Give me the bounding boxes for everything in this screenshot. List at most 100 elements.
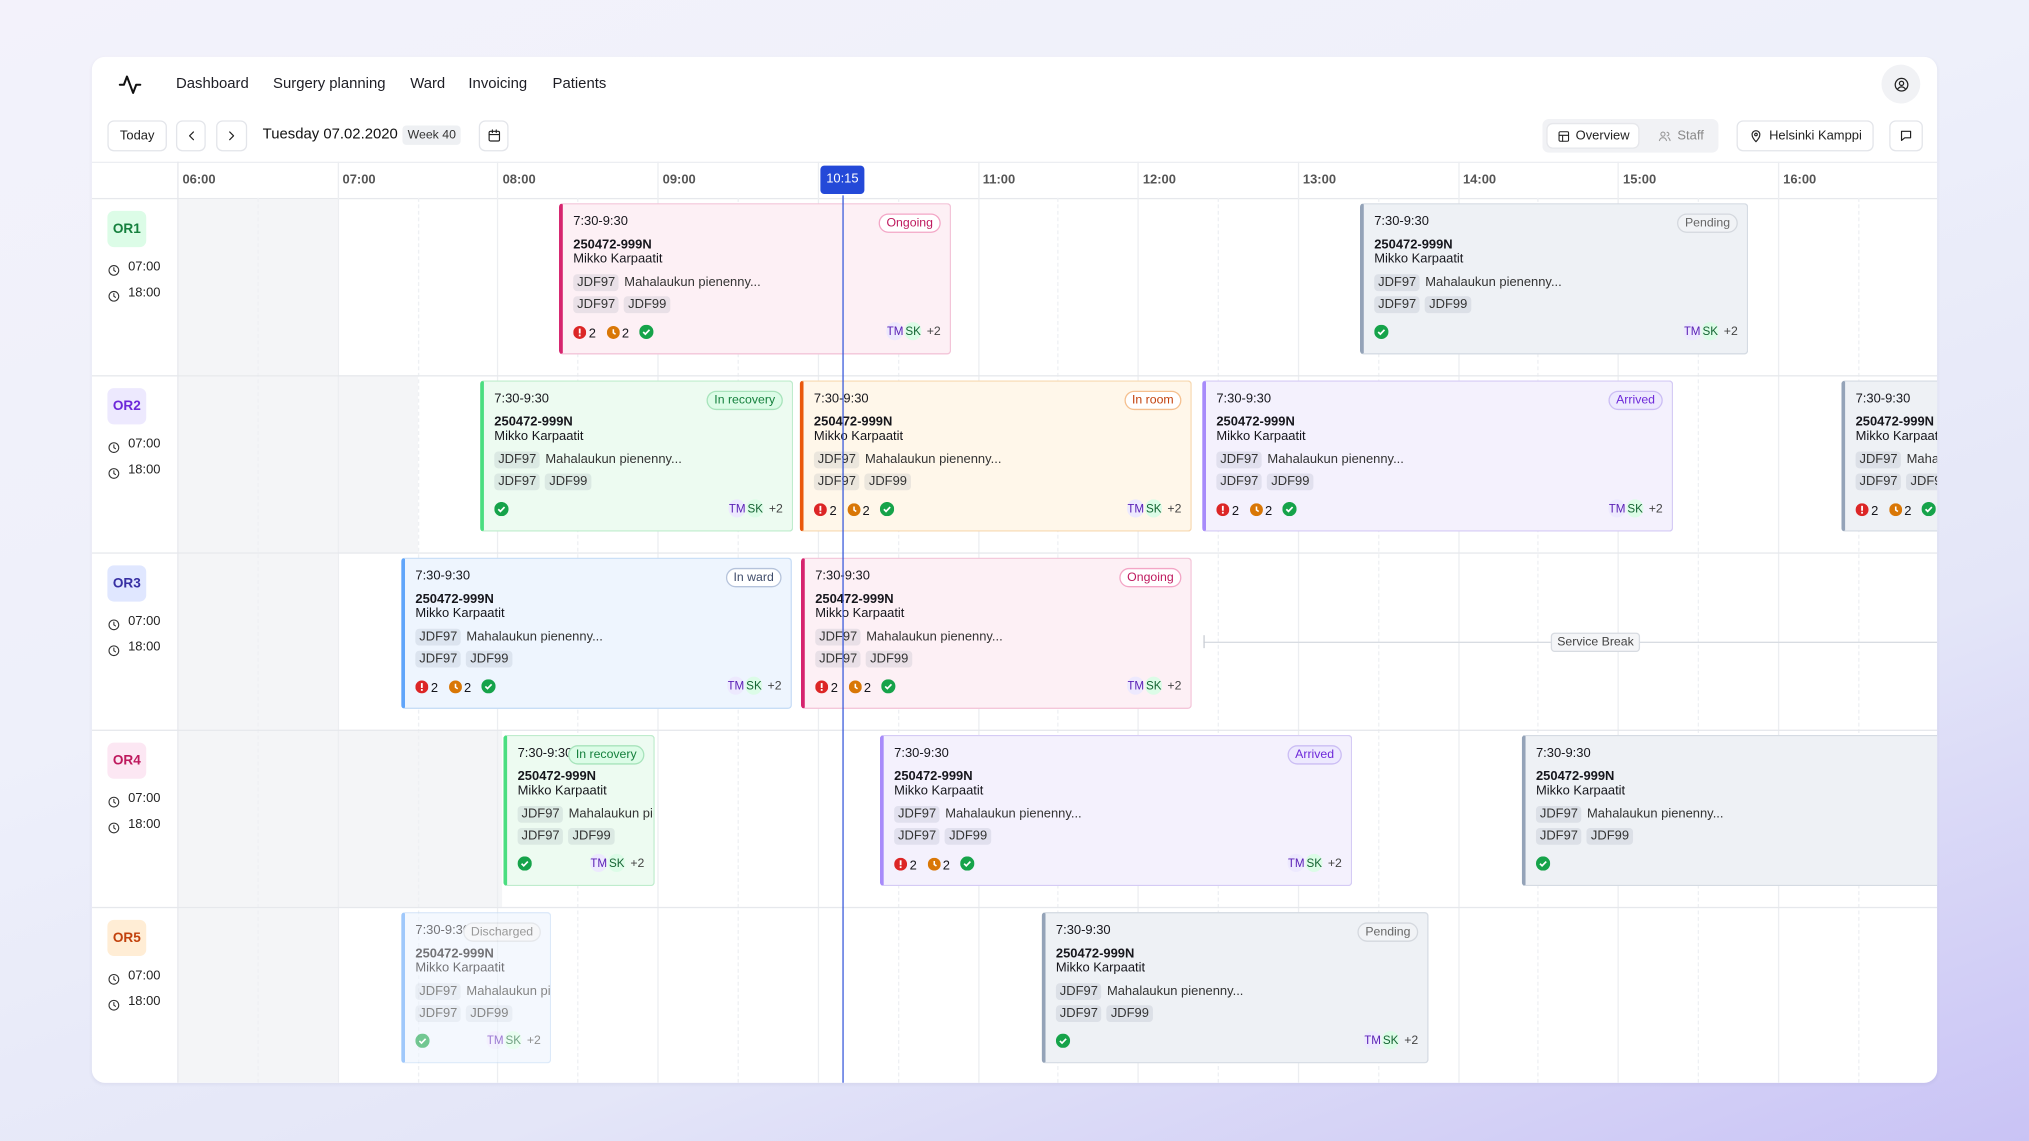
icon-part bbox=[1221, 505, 1224, 511]
break-tick bbox=[1203, 635, 1205, 649]
icon-part bbox=[494, 501, 509, 517]
icon-part bbox=[1249, 502, 1263, 516]
nav-item[interactable]: Ward bbox=[410, 76, 446, 92]
status-pill: Arrived bbox=[1287, 745, 1342, 765]
staff-more: +2 bbox=[1723, 324, 1738, 339]
surgery-card[interactable]: 7:30-9:30 In ward 250472-999N Mikko Karpaat… bbox=[401, 557, 792, 709]
nav-item[interactable]: Dashboard bbox=[175, 76, 249, 92]
patient-name: Mikko Karpaatit bbox=[494, 429, 584, 444]
alert-icon bbox=[813, 502, 827, 520]
code-tag: JDF97 bbox=[1535, 827, 1582, 845]
status-pill: Pending bbox=[1677, 213, 1738, 233]
surgery-card[interactable]: 7:30-9:30 Discharged 250472-999N Mikko Karp… bbox=[401, 912, 552, 1064]
hour-line bbox=[337, 161, 339, 1083]
closed-hours bbox=[178, 730, 503, 907]
icon-part bbox=[108, 796, 120, 808]
nav-item[interactable]: Patients bbox=[552, 76, 607, 92]
nav-item[interactable]: Invoicing bbox=[468, 76, 528, 92]
code-tag: JDF99 bbox=[624, 296, 671, 314]
icon-part bbox=[517, 856, 532, 871]
surgery-card[interactable]: 7:30-9:30 Arrived 250472-999N Mikko Karpaat… bbox=[1202, 380, 1674, 532]
hour-label: 07:00 bbox=[342, 173, 376, 188]
procedure: JDF97 Mahalaukun pienenny... bbox=[415, 628, 603, 646]
patient-id: 250472-999N bbox=[1535, 769, 1615, 784]
now-label: 10:15 bbox=[820, 165, 865, 195]
hour-line bbox=[1777, 161, 1780, 1083]
room-badge: OR2 bbox=[107, 388, 147, 425]
date-label: Tuesday 07.02.2020 bbox=[262, 126, 398, 143]
icon-part bbox=[1855, 502, 1869, 516]
view-option[interactable]: Staff bbox=[1646, 123, 1716, 149]
account-button[interactable] bbox=[1881, 64, 1921, 104]
patient-id: 250472-999N bbox=[573, 238, 652, 253]
chat-button[interactable] bbox=[1889, 120, 1923, 152]
procedure-code: JDF97 bbox=[573, 274, 620, 292]
clock-icon bbox=[107, 437, 120, 460]
procedure-code: JDF97 bbox=[494, 451, 541, 469]
hour-label: 13:00 bbox=[1302, 173, 1337, 188]
nav-item[interactable]: Surgery planning bbox=[273, 76, 386, 92]
code-tag: JDF99 bbox=[864, 473, 911, 491]
patient-name: Mikko Karpaatit bbox=[415, 961, 505, 976]
delay-icon bbox=[847, 502, 860, 520]
code-tag: JDF97 bbox=[1855, 473, 1902, 491]
staff-avatar: SK bbox=[746, 499, 764, 518]
patient-name: Mikko Karpaatit bbox=[894, 783, 984, 799]
clock-icon bbox=[107, 260, 120, 283]
icon-part bbox=[113, 798, 117, 804]
next-button[interactable] bbox=[216, 120, 248, 152]
surgery-card[interactable]: 7:30-9:30 Ongoing 250472-999N Mikko Karpaat… bbox=[559, 203, 952, 355]
code-tag: JDF97 bbox=[815, 650, 862, 668]
icon-part bbox=[819, 505, 822, 511]
surgery-card[interactable]: 7:30-9:30 250472-999N Mikko Karpaatit JDF97… bbox=[1521, 734, 1938, 887]
view-option[interactable]: Overview bbox=[1546, 122, 1640, 149]
surgery-card[interactable]: 7:30-9:30 Pending 250472-999N Mikko Karpaat… bbox=[1359, 203, 1749, 355]
surgery-card[interactable]: 7:30-9:30 250472-999N Mikko Karpaatit JDF97… bbox=[1841, 380, 1938, 532]
icon-part bbox=[481, 679, 496, 694]
icon-part bbox=[229, 131, 235, 141]
staff-avatar: TM bbox=[1127, 499, 1145, 518]
patient-id: 250472-999N bbox=[1055, 946, 1135, 962]
surgery-card[interactable]: 7:30-9:30 In recovery 250472-999N Mikko Kar… bbox=[503, 734, 655, 887]
card-status-icons bbox=[1535, 856, 1551, 874]
procedure-text: Mahalaukun pienenny... bbox=[1906, 452, 1937, 468]
icon-part bbox=[108, 468, 120, 479]
patient-id: 250472-999N bbox=[813, 415, 893, 430]
staff-avatar: SK bbox=[1701, 322, 1719, 341]
surgery-card[interactable]: 7:30-9:30 In recovery 250472-999N Mikko Kar… bbox=[480, 380, 794, 532]
status-pill: Ongoing bbox=[878, 213, 941, 233]
icon-part bbox=[573, 325, 587, 339]
icon-part bbox=[108, 796, 120, 808]
half-hour-line bbox=[1857, 197, 1860, 1083]
staff: TM SK +2 bbox=[1364, 1031, 1418, 1050]
icon-part bbox=[1888, 502, 1902, 516]
surgery-card[interactable]: 7:30-9:30 In room 250472-999N Mikko Karpaat… bbox=[799, 380, 1192, 532]
prev-button[interactable] bbox=[175, 120, 206, 152]
surgery-card[interactable]: 7:30-9:30 Pending 250472-999N Mikko Karpaat… bbox=[1041, 912, 1429, 1064]
calendar-button[interactable] bbox=[478, 120, 509, 152]
icon-part bbox=[487, 130, 500, 142]
icon-part bbox=[1535, 856, 1551, 871]
icon-part bbox=[520, 860, 529, 868]
clock-icon bbox=[107, 463, 120, 486]
patient-id: 250472-999N bbox=[415, 592, 494, 607]
location-button[interactable]: Helsinki Kamppi bbox=[1736, 120, 1874, 152]
code-tag: JDF99 bbox=[545, 473, 592, 491]
surgery-card[interactable]: 7:30-9:30 Ongoing 250472-999N Mikko Karpaat… bbox=[800, 557, 1192, 709]
today-button[interactable]: Today bbox=[107, 120, 167, 152]
icon-part bbox=[108, 442, 120, 454]
card-time: 7:30-9:30 bbox=[1055, 923, 1111, 938]
procedure-code: JDF97 bbox=[517, 805, 564, 823]
surgery-card[interactable]: 7:30-9:30 Arrived 250472-999N Mikko Karpaat… bbox=[879, 734, 1353, 887]
staff: TM SK +2 bbox=[1127, 676, 1181, 695]
staff-avatar: SK bbox=[504, 1031, 522, 1050]
procedure-code: JDF97 bbox=[1374, 274, 1421, 292]
icon-part bbox=[108, 999, 120, 1011]
room-close-time: 18:00 bbox=[128, 994, 161, 1010]
delay-icon bbox=[848, 679, 862, 697]
